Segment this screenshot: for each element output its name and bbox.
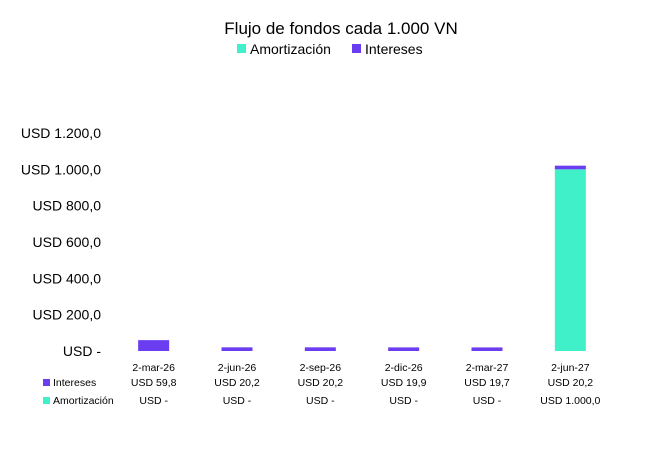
bar-intereses-2 — [304, 347, 336, 351]
table-cell-0-0: USD 59,8 — [131, 377, 177, 389]
x-category-label-4: 2-mar-27 — [466, 362, 509, 374]
y-tick-label-3: USD 600,0 — [33, 234, 102, 250]
bar-intereses-5 — [554, 165, 586, 170]
table-cell-1-1: USD - — [223, 395, 252, 407]
bar-intereses-4 — [471, 347, 503, 351]
table-cell-1-5: USD 1.000,0 — [540, 395, 600, 407]
legend-label-1: Intereses — [365, 41, 423, 57]
table-row-label-0: Intereses — [53, 377, 96, 389]
table-cell-0-2: USD 20,2 — [298, 377, 344, 389]
x-category-label-2: 2-sep-26 — [300, 362, 342, 374]
table-swatch-0 — [43, 379, 50, 386]
legend-swatch-0 — [237, 44, 246, 53]
bar-amortizacion-5 — [554, 169, 586, 351]
table-cell-1-3: USD - — [389, 395, 418, 407]
x-category-label-0: 2-mar-26 — [132, 362, 175, 374]
table-cell-1-4: USD - — [473, 395, 502, 407]
bar-intereses-3 — [388, 347, 420, 351]
table-cell-0-5: USD 20,2 — [548, 377, 594, 389]
table-cell-0-4: USD 19,7 — [464, 377, 510, 389]
bar-intereses-0 — [138, 340, 170, 351]
table-cell-0-1: USD 20,2 — [214, 377, 260, 389]
x-category-label-5: 2-jun-27 — [551, 362, 590, 374]
legend-label-0: Amortización — [250, 41, 331, 57]
legend: Amortización Intereses — [237, 41, 423, 57]
y-tick-label-5: USD 1.000,0 — [21, 161, 101, 177]
y-tick-label-0: USD - — [63, 343, 101, 359]
y-tick-label-6: USD 1.200,0 — [21, 125, 101, 141]
y-tick-label-2: USD 400,0 — [33, 270, 102, 286]
table-cell-0-3: USD 19,9 — [381, 377, 427, 389]
y-tick-label-1: USD 200,0 — [33, 307, 102, 323]
bars — [138, 165, 586, 351]
x-category-label-1: 2-jun-26 — [218, 362, 257, 374]
data-table: Intereses USD 59,8 USD 20,2 USD 20,2 USD 19,… — [43, 377, 601, 407]
table-swatch-1 — [43, 397, 50, 404]
x-category-label-3: 2-dic-26 — [385, 362, 423, 374]
x-axis: 2-mar-26 2-jun-26 2-sep-26 2-dic-26 2-mar-27… — [132, 362, 589, 374]
y-tick-label-4: USD 800,0 — [33, 198, 102, 214]
table-cell-1-2: USD - — [306, 395, 335, 407]
y-axis: USD - USD 200,0 USD 400,0 USD 600,0 USD 800,… — [21, 125, 101, 359]
bar-intereses-1 — [221, 347, 253, 351]
legend-swatch-1 — [352, 44, 361, 53]
table-cell-1-0: USD - — [139, 395, 168, 407]
chart-title: Flujo de fondos cada 1.000 VN — [224, 19, 457, 38]
table-row-label-1: Amortización — [53, 395, 114, 407]
